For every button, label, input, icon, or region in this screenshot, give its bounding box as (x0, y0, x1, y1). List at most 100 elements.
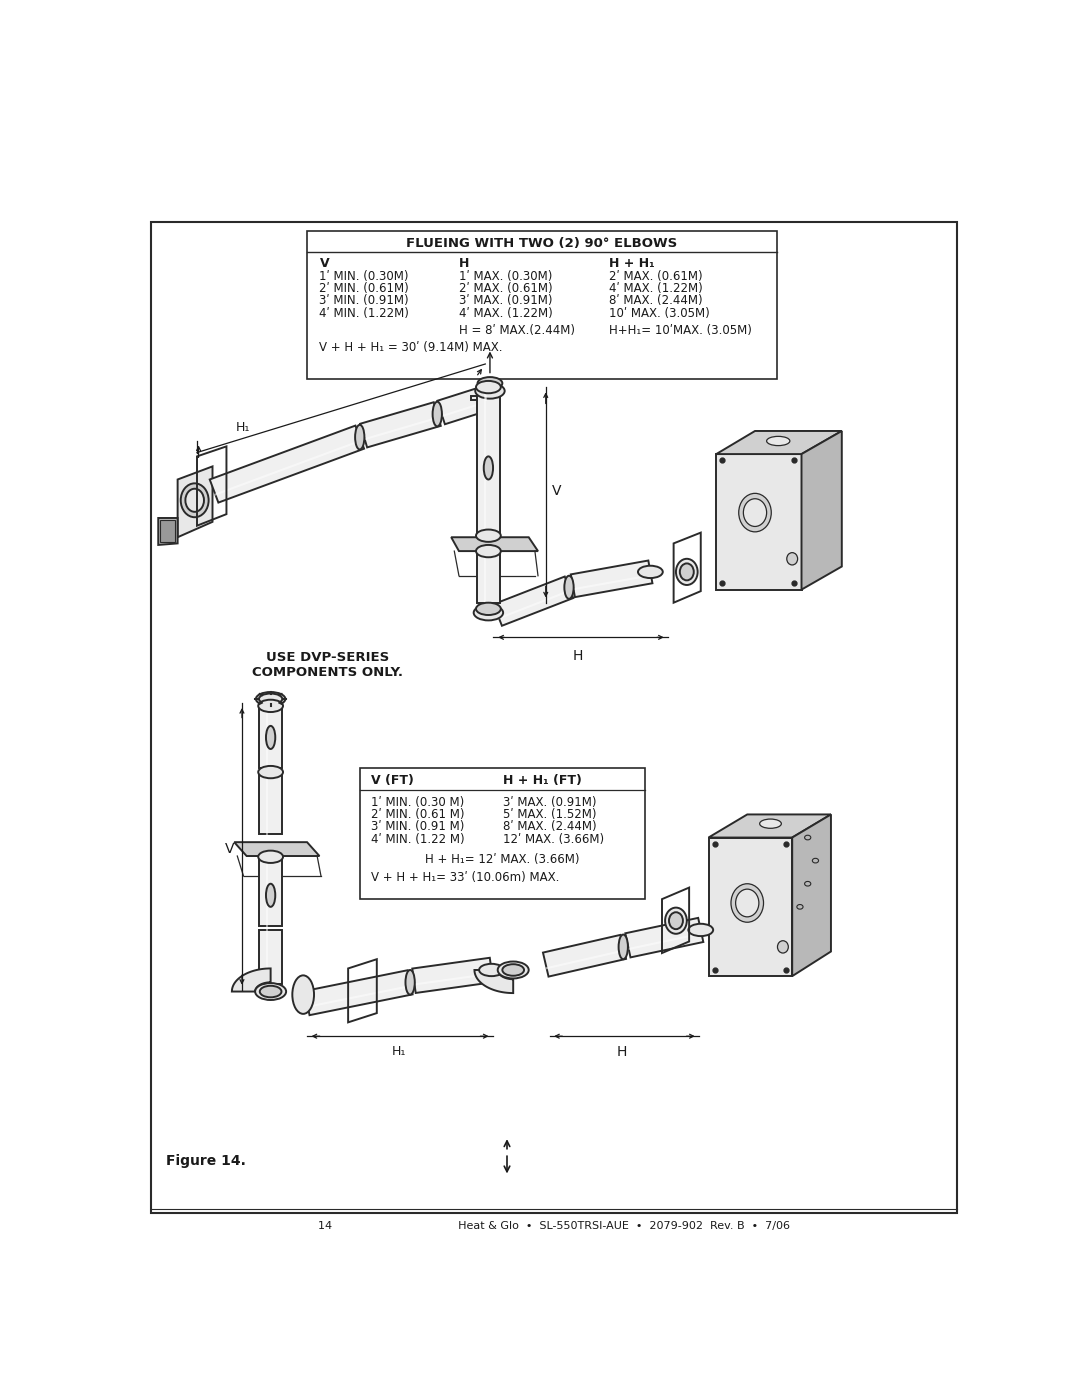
Ellipse shape (679, 563, 693, 580)
Ellipse shape (498, 961, 529, 978)
Ellipse shape (476, 381, 501, 393)
Ellipse shape (266, 884, 275, 907)
Polygon shape (437, 388, 484, 425)
Text: 4ʹ MAX. (1.22M): 4ʹ MAX. (1.22M) (459, 307, 553, 320)
Polygon shape (234, 842, 320, 856)
Ellipse shape (476, 602, 501, 615)
Ellipse shape (476, 545, 501, 557)
Polygon shape (232, 968, 271, 992)
Text: 2ʹ MAX. (0.61M): 2ʹ MAX. (0.61M) (609, 270, 703, 282)
Ellipse shape (619, 935, 627, 960)
Polygon shape (716, 454, 801, 590)
Polygon shape (259, 930, 282, 983)
Ellipse shape (778, 940, 788, 953)
Text: H+H₁= 10ʹMAX. (3.05M): H+H₁= 10ʹMAX. (3.05M) (609, 324, 752, 338)
Text: V: V (320, 257, 329, 271)
Text: 4ʹ MIN. (1.22M): 4ʹ MIN. (1.22M) (320, 307, 409, 320)
Text: 2ʹ MIN. (0.61M): 2ʹ MIN. (0.61M) (320, 282, 409, 295)
Text: 1ʹ MIN. (0.30M): 1ʹ MIN. (0.30M) (320, 270, 409, 282)
Text: 1ʹ MIN. (0.30 M): 1ʹ MIN. (0.30 M) (370, 796, 463, 809)
Ellipse shape (258, 851, 283, 863)
Ellipse shape (665, 908, 687, 933)
Polygon shape (259, 773, 282, 834)
Text: Figure 14.: Figure 14. (166, 1154, 246, 1168)
Polygon shape (625, 918, 703, 957)
Text: H + H₁: H + H₁ (609, 257, 654, 271)
Polygon shape (716, 432, 841, 454)
Ellipse shape (688, 923, 713, 936)
Bar (307, 231, 777, 379)
Text: FLUEING WITH TWO (2) 90° ELBOWS: FLUEING WITH TWO (2) 90° ELBOWS (406, 236, 677, 250)
Ellipse shape (502, 964, 524, 975)
Ellipse shape (565, 576, 573, 599)
Bar (360, 768, 645, 900)
Text: 3ʹ MIN. (0.91 M): 3ʹ MIN. (0.91 M) (370, 820, 464, 833)
Ellipse shape (735, 888, 759, 916)
Ellipse shape (480, 964, 504, 977)
Ellipse shape (476, 529, 501, 542)
Polygon shape (259, 856, 282, 926)
Polygon shape (305, 971, 413, 1016)
Text: H₁: H₁ (235, 422, 249, 434)
Polygon shape (413, 958, 494, 993)
Ellipse shape (405, 970, 415, 995)
Text: H₁: H₁ (391, 1045, 406, 1059)
Ellipse shape (293, 975, 314, 1014)
Text: 14                                    Heat & Glo  •  SL-550TRSI-AUE  •  2079-902: 14 Heat & Glo • SL-550TRSI-AUE • 2079-90… (318, 1221, 789, 1231)
Ellipse shape (669, 912, 683, 929)
Text: 1ʹ MAX. (0.30M): 1ʹ MAX. (0.30M) (459, 270, 552, 282)
Text: H + H₁ (FT): H + H₁ (FT) (503, 774, 582, 787)
Polygon shape (360, 402, 441, 447)
Text: USE DVP-SERIES
COMPONENTS ONLY.: USE DVP-SERIES COMPONENTS ONLY. (252, 651, 403, 679)
Text: 8ʹ MAX. (2.44M): 8ʹ MAX. (2.44M) (503, 820, 597, 833)
Ellipse shape (767, 436, 789, 446)
Text: V: V (225, 842, 234, 856)
Ellipse shape (260, 986, 282, 997)
Text: 3ʹ MAX. (0.91M): 3ʹ MAX. (0.91M) (503, 796, 596, 809)
Polygon shape (177, 467, 213, 538)
Text: 12ʹ MAX. (3.66M): 12ʹ MAX. (3.66M) (503, 833, 604, 845)
Text: 10ʹ MAX. (3.05M): 10ʹ MAX. (3.05M) (609, 307, 710, 320)
Polygon shape (801, 432, 841, 590)
Text: 3ʹ MAX. (0.91M): 3ʹ MAX. (0.91M) (459, 295, 553, 307)
Ellipse shape (258, 700, 283, 712)
Ellipse shape (474, 605, 503, 620)
Polygon shape (708, 838, 793, 977)
Text: 2ʹ MIN. (0.61 M): 2ʹ MIN. (0.61 M) (370, 807, 464, 821)
Ellipse shape (258, 766, 283, 778)
Text: V + H + H₁ = 30ʹ (9.14M) MAX.: V + H + H₁ = 30ʹ (9.14M) MAX. (320, 341, 503, 355)
Text: H: H (617, 1045, 626, 1059)
Ellipse shape (266, 726, 275, 749)
Ellipse shape (477, 377, 502, 390)
Polygon shape (474, 970, 513, 993)
Ellipse shape (186, 489, 204, 511)
Text: 2ʹ MAX. (0.61M): 2ʹ MAX. (0.61M) (459, 282, 553, 295)
Text: V: V (552, 483, 562, 499)
Ellipse shape (759, 819, 781, 828)
Polygon shape (476, 387, 500, 535)
Ellipse shape (484, 457, 494, 479)
Ellipse shape (786, 553, 798, 564)
Ellipse shape (638, 566, 663, 578)
Text: H: H (573, 648, 583, 664)
Ellipse shape (355, 425, 364, 450)
Text: V + H + H₁= 33ʹ (10.06m) MAX.: V + H + H₁= 33ʹ (10.06m) MAX. (370, 872, 559, 884)
Ellipse shape (731, 884, 764, 922)
Ellipse shape (433, 402, 442, 426)
Ellipse shape (739, 493, 771, 532)
Ellipse shape (255, 983, 286, 1000)
Polygon shape (543, 935, 626, 977)
Ellipse shape (743, 499, 767, 527)
Polygon shape (494, 577, 573, 626)
Polygon shape (451, 538, 538, 550)
Polygon shape (476, 550, 500, 602)
Text: H = 8ʹ MAX.(2.44M): H = 8ʹ MAX.(2.44M) (459, 324, 575, 338)
Ellipse shape (180, 483, 208, 517)
Polygon shape (210, 426, 364, 503)
Polygon shape (259, 705, 282, 768)
Bar (160, 520, 175, 542)
Text: V (FT): V (FT) (370, 774, 414, 787)
Polygon shape (571, 560, 652, 597)
Ellipse shape (259, 693, 282, 704)
Ellipse shape (475, 383, 504, 398)
